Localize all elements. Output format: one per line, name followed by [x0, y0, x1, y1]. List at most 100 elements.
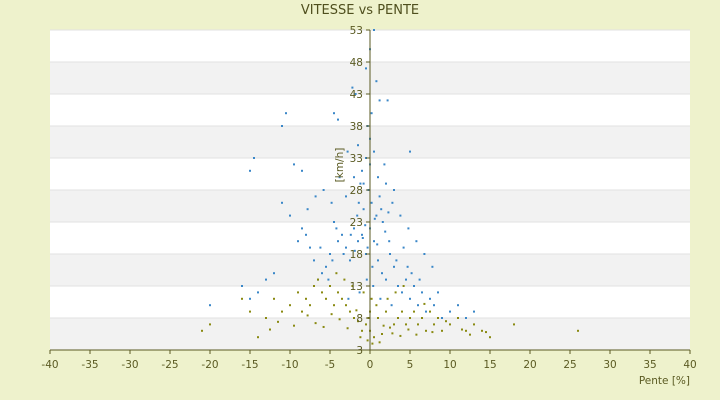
data-point: [277, 320, 279, 323]
data-point: [577, 329, 579, 332]
x-tick-label: -30: [121, 359, 138, 371]
data-point: [281, 125, 283, 127]
data-point: [378, 341, 381, 344]
data-point: [407, 227, 410, 230]
data-point: [409, 297, 411, 300]
data-point: [370, 112, 373, 115]
data-point: [347, 297, 350, 300]
data-point: [425, 329, 427, 332]
y-tick-label: 28: [350, 185, 363, 197]
data-point: [301, 227, 303, 230]
data-point: [399, 214, 402, 217]
data-point: [381, 221, 384, 223]
data-point: [417, 323, 419, 326]
data-point: [349, 259, 351, 262]
data-point: [375, 214, 378, 217]
x-tick-label: 5: [407, 359, 414, 371]
data-point: [386, 297, 389, 300]
data-point: [418, 278, 421, 281]
y-tick-label: 43: [350, 89, 363, 101]
data-point: [209, 323, 211, 326]
data-point: [433, 304, 435, 307]
data-point: [335, 272, 338, 275]
x-tick-label: -25: [161, 359, 178, 371]
data-point: [273, 272, 275, 275]
data-point: [371, 265, 374, 268]
data-point: [399, 334, 402, 337]
data-point: [349, 310, 351, 313]
data-point: [441, 317, 443, 319]
data-point: [209, 304, 211, 307]
data-point: [402, 285, 405, 287]
data-point: [297, 240, 299, 243]
data-point: [325, 265, 327, 268]
data-point: [362, 208, 365, 211]
data-point: [431, 265, 434, 268]
data-point: [341, 297, 343, 300]
data-point: [473, 310, 475, 313]
data-point: [249, 310, 251, 313]
data-point: [513, 323, 515, 326]
x-tick-label: -15: [241, 359, 258, 371]
data-point: [370, 297, 373, 300]
data-point: [345, 304, 347, 307]
data-point: [306, 314, 309, 317]
data-point: [314, 195, 317, 198]
data-point: [373, 29, 375, 31]
data-point: [388, 240, 391, 243]
data-point: [241, 297, 243, 300]
x-tick-label: 15: [483, 359, 496, 371]
data-point: [337, 291, 339, 294]
data-point: [372, 285, 375, 287]
data-point: [413, 310, 415, 313]
data-point: [257, 336, 259, 339]
data-point: [313, 259, 315, 262]
y-tick-label: 33: [350, 153, 363, 165]
data-point: [353, 176, 355, 179]
data-point: [265, 317, 267, 319]
y-axis-label: [km/h]: [334, 148, 346, 183]
data-point: [395, 259, 398, 262]
x-tick-label: 30: [603, 359, 616, 371]
data-point: [358, 291, 361, 294]
data-point: [357, 144, 359, 147]
data-point: [357, 201, 360, 204]
data-point: [402, 246, 405, 249]
data-point: [391, 332, 394, 335]
data-point: [330, 201, 333, 204]
data-point: [314, 322, 317, 325]
data-point: [373, 150, 375, 153]
data-point: [345, 246, 347, 249]
data-point: [201, 329, 203, 332]
y-tick-label: 3: [356, 345, 363, 357]
data-point: [322, 325, 325, 328]
data-point: [333, 221, 335, 223]
x-tick-label: -10: [281, 359, 298, 371]
data-point: [273, 297, 275, 300]
data-point: [301, 310, 303, 313]
x-tick-label: 0: [367, 359, 374, 371]
data-point: [301, 169, 303, 172]
data-point: [465, 329, 467, 332]
y-tick-label: 18: [350, 249, 363, 261]
data-point: [378, 195, 381, 198]
data-point: [329, 285, 331, 287]
data-point: [365, 323, 367, 326]
data-point: [322, 189, 325, 191]
data-point: [373, 240, 375, 243]
data-point: [437, 317, 439, 319]
data-point: [394, 291, 397, 294]
data-point: [338, 176, 341, 179]
data-point: [373, 217, 376, 220]
data-point: [249, 297, 251, 300]
data-point: [325, 297, 327, 300]
y-tick-label: 8: [356, 313, 363, 325]
data-point: [421, 317, 423, 319]
data-point: [327, 278, 330, 281]
data-point: [359, 336, 362, 339]
data-point: [370, 201, 373, 204]
data-point: [331, 259, 334, 262]
data-point: [449, 310, 451, 313]
x-tick-label: -35: [81, 359, 98, 371]
data-point: [401, 310, 403, 313]
